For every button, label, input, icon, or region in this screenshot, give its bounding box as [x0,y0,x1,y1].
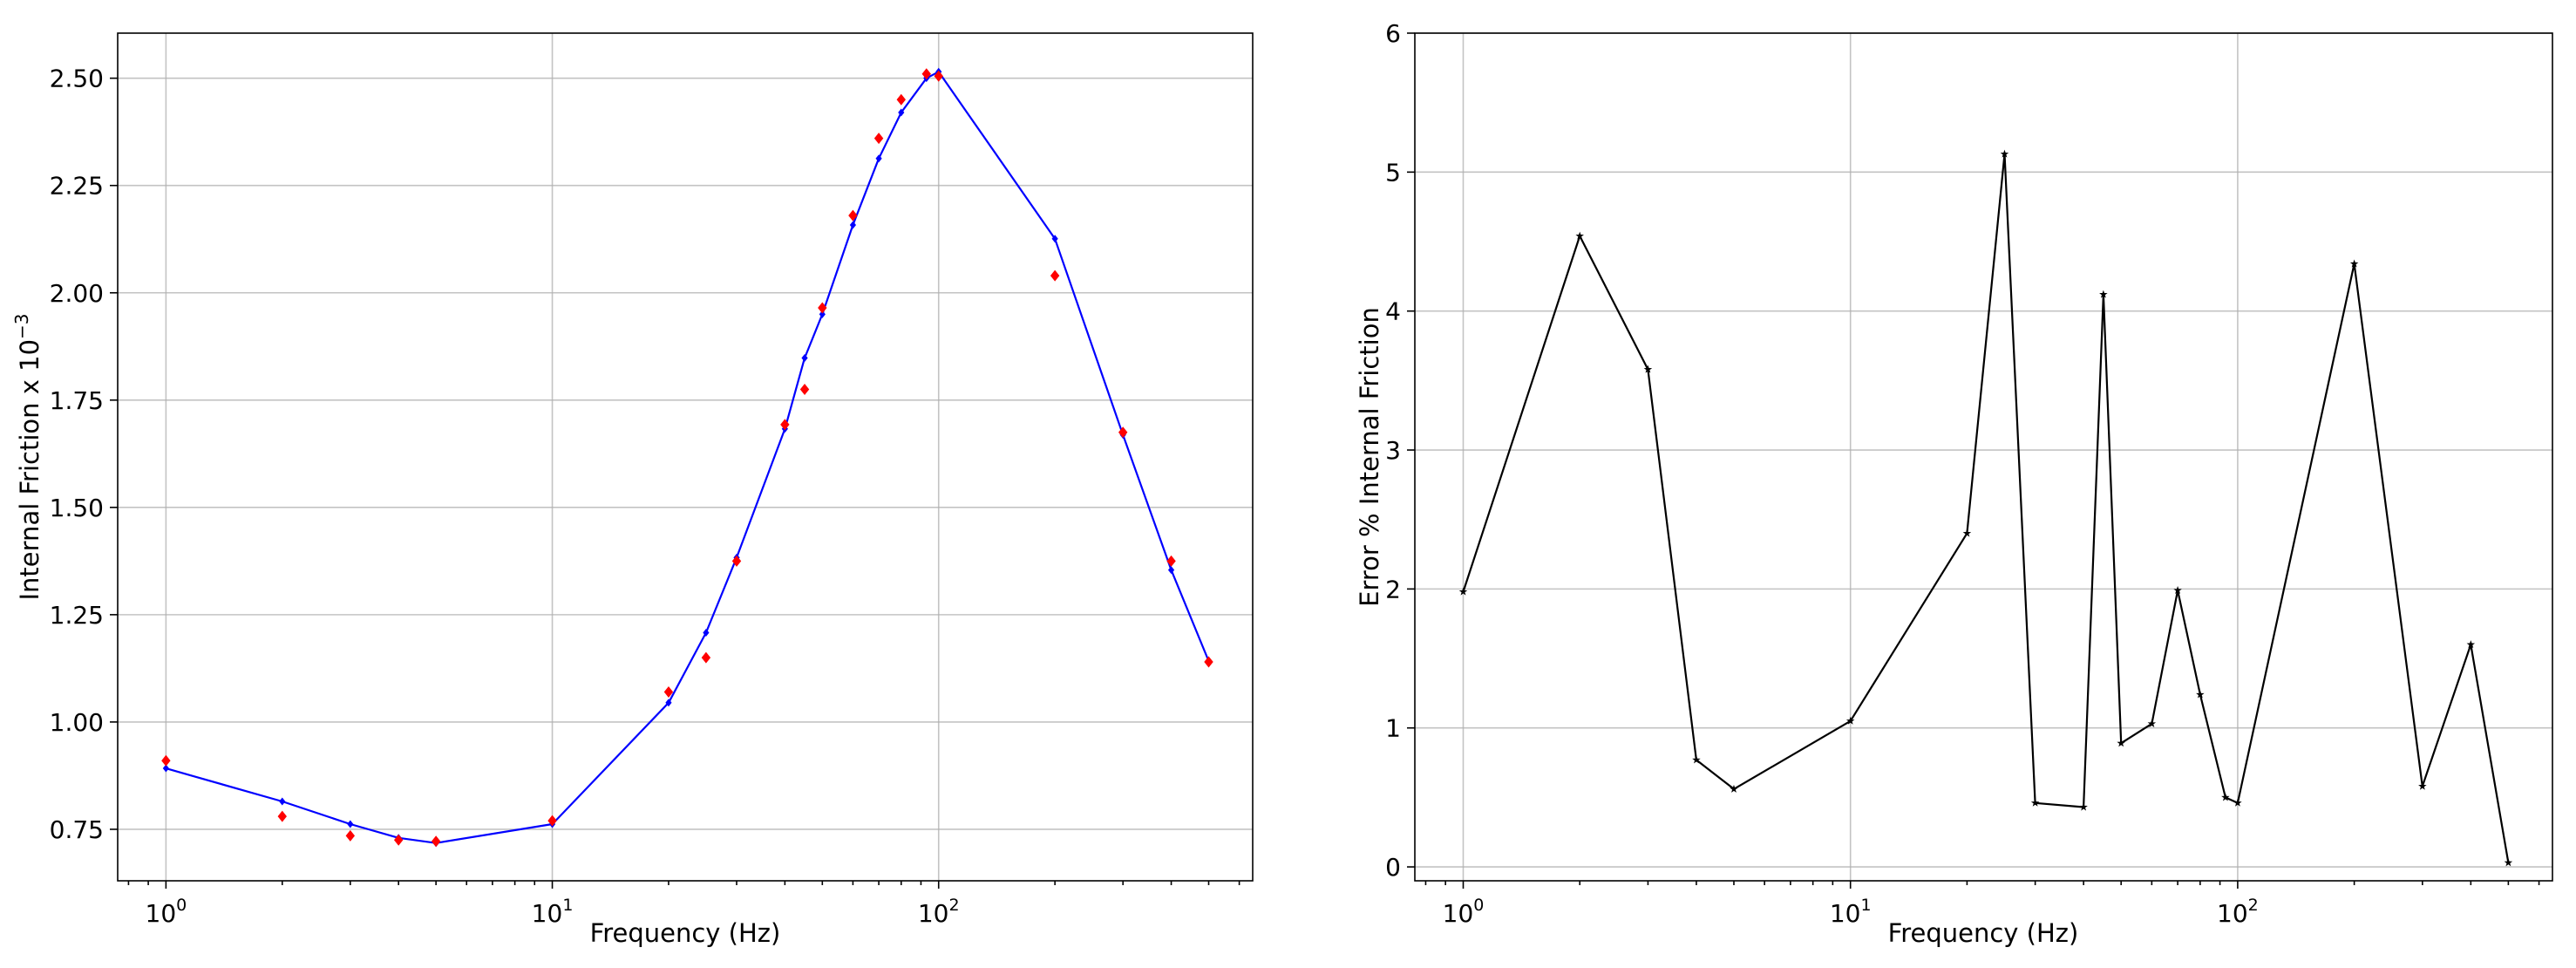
data-point [2233,798,2242,807]
x-axis-label: Frequency (Hz) [1888,918,2079,948]
series-layer [161,67,1213,848]
y-tick-label: 6 [1385,19,1401,48]
y-tick-label: 2.25 [50,172,104,201]
data-point [2504,858,2513,867]
x-tick-label: 102 [918,896,960,928]
data-point [2173,585,2182,595]
y-tick-label: 0.75 [50,815,104,844]
data-point [848,209,858,222]
data-point [1167,566,1175,575]
data-point [2030,798,2040,807]
y-tick-label: 5 [1385,158,1401,187]
data-point [1962,528,1972,537]
data-point [279,797,286,806]
x-tick-label: 102 [2217,896,2259,928]
data-point [849,221,857,229]
y-axis-label-text: Internal Friction x 10 [15,339,44,601]
data-point [2147,719,2157,727]
axis-ticks: 100 101 102 0 1 2 3 4 5 6 [1385,19,2540,928]
data-point [1730,784,1738,793]
data-point [818,302,827,314]
data-point [347,820,354,828]
data-point [161,754,171,767]
y-tick-label: 2.00 [50,279,104,308]
data-point [1051,235,1058,243]
data-point [921,68,931,80]
x-axis-label: Frequency (Hz) [590,918,781,948]
data-point [2079,802,2088,811]
series-0 [1458,149,2513,867]
data-point [1692,755,1701,764]
data-point [934,70,943,82]
data-point [1458,587,1468,596]
data-point [801,354,808,363]
data-point [731,555,742,567]
data-point [1166,555,1176,567]
data-point [2000,149,2009,158]
y-tick-label: 0 [1385,853,1401,882]
data-point [2349,259,2359,268]
plot-area-frame [117,32,1254,882]
y-tick-label: 2.50 [50,65,104,93]
data-point [2466,640,2476,649]
data-point [875,154,882,163]
data-point [1050,269,1060,282]
grid-lines [118,33,1253,881]
data-point [896,93,906,106]
data-point [345,829,356,842]
error-percent-chart: 100 101 102 0 1 2 3 4 5 6 Frequency (Hz) Error % … [1355,19,2553,948]
y-tick-label: 1 [1385,714,1401,743]
axis-ticks: 100 101 102 0.75 1.00 1.25 1.50 1.75 2.00 2.25 2.5… [50,65,1240,928]
data-point [701,651,711,664]
series-1 [161,68,1213,848]
x-tick-label: 100 [146,896,187,928]
y-tick-label: 4 [1385,297,1401,326]
data-point [898,108,905,117]
data-point [2418,781,2427,790]
data-point [1845,716,1855,725]
data-point [663,685,674,698]
data-point [162,764,169,773]
data-point [799,383,810,395]
y-axis-label-exponent: −3 [11,313,32,338]
data-point [2221,793,2230,801]
data-point [2196,690,2205,699]
data-point [665,699,672,707]
internal-friction-chart: 100 101 102 0.75 1.00 1.25 1.50 1.75 2.00 2.25 2.5… [11,32,1254,948]
y-tick-label: 2 [1385,575,1401,603]
x-tick-label: 101 [532,896,574,928]
data-point [2099,290,2108,298]
data-point [2117,739,2125,747]
data-point [1575,231,1584,240]
y-tick-label: 1.50 [50,494,104,522]
y-axis-label: Error % Internal Friction [1355,307,1384,607]
data-point [1204,656,1213,668]
y-tick-label: 1.00 [50,708,104,737]
data-point [277,810,287,822]
x-tick-label: 100 [1443,896,1485,928]
data-point [1118,426,1128,439]
series-layer [1458,149,2513,867]
data-point [431,835,441,848]
x-tick-label: 101 [1830,896,1872,928]
data-point [873,133,884,145]
y-tick-label: 1.75 [50,386,104,415]
plot-area-frame [1414,32,2553,882]
y-tick-label: 3 [1385,436,1401,465]
data-point [703,629,710,637]
data-point [547,815,557,827]
data-point [1643,365,1653,373]
data-point [393,834,404,846]
y-tick-label: 1.25 [50,601,104,630]
data-point [819,310,826,318]
y-axis-label: Internal Friction x 10−3 [11,313,44,600]
data-point [780,419,790,431]
